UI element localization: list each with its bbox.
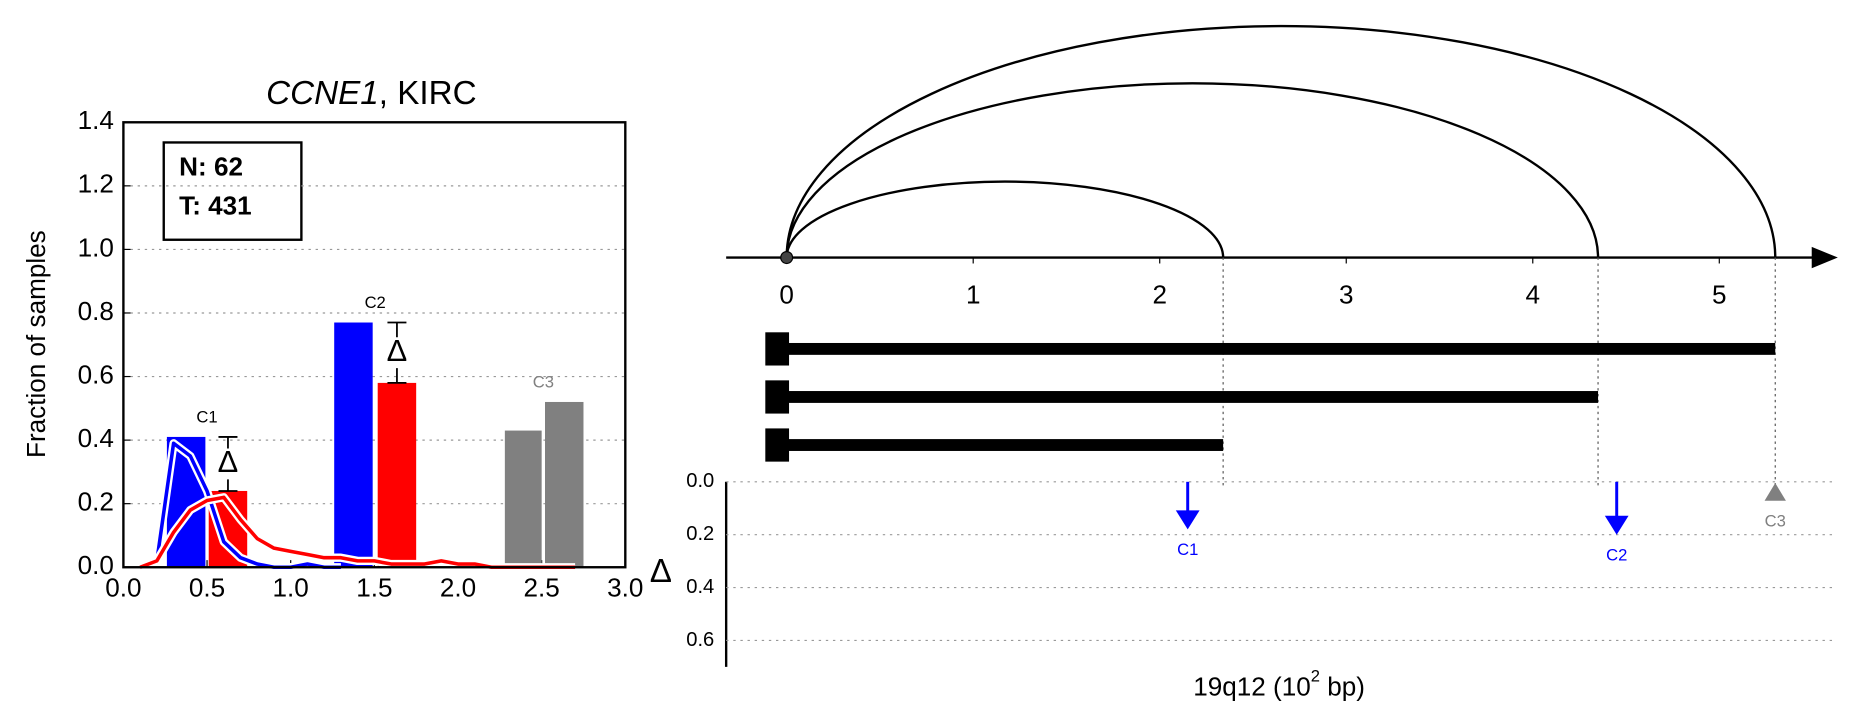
x-tick-label: 2	[1152, 280, 1167, 310]
segment-cap	[765, 380, 790, 414]
arrow-label: C3	[1765, 512, 1786, 531]
x-label-exponent: 2	[1311, 667, 1320, 686]
bar	[377, 382, 417, 568]
y-tick-label: 0.2	[78, 487, 114, 517]
y-tick-label: 1.0	[78, 232, 114, 262]
group-label: C2	[365, 293, 386, 312]
y-tick-label: 0.6	[78, 359, 114, 389]
tumor-count: T: 431	[179, 191, 252, 221]
arrow-label: C2	[1606, 545, 1627, 564]
y-axis-label: Fraction of samples	[21, 230, 51, 458]
arrow-head	[1604, 515, 1629, 535]
arc	[785, 82, 1600, 258]
arc	[785, 180, 1225, 258]
count-box	[162, 141, 303, 241]
group-label: C1	[196, 407, 217, 426]
delta-axis-label: Δ	[650, 553, 672, 590]
x-tick-label: 1.0	[273, 573, 309, 603]
y-tick-label: 0.4	[78, 423, 114, 453]
line	[139, 441, 341, 570]
y-tick-label: 1.4	[78, 105, 114, 135]
delta-error-bar	[218, 436, 238, 492]
x-tick-label: 2.0	[440, 573, 476, 603]
x-tick-label: 0.5	[189, 573, 225, 603]
x-tick-label: 3	[1339, 280, 1354, 310]
y-tick-label: 1.2	[78, 169, 114, 199]
x-tick-label: 5	[1712, 280, 1727, 310]
y-tick-label: 0.2	[686, 523, 714, 545]
y-tick-label: 0.8	[78, 296, 114, 326]
bar	[504, 430, 542, 568]
segment	[783, 439, 1224, 451]
delta-symbol: Δ	[387, 333, 408, 368]
arc	[785, 24, 1777, 258]
segment-cap	[765, 332, 790, 366]
segment	[783, 342, 1776, 355]
normal-count: N: 62	[179, 151, 243, 181]
segment	[783, 391, 1599, 403]
arrow-label: C1	[1177, 540, 1198, 559]
y-tick-label: 0.6	[686, 629, 714, 651]
origin-dot	[780, 251, 794, 265]
delta-error-bar	[387, 321, 407, 384]
x-tick-label: 1.5	[356, 573, 392, 603]
y-tick-label: 0.4	[686, 576, 714, 598]
segment-cap	[765, 428, 790, 462]
x-tick-label: 4	[1526, 280, 1541, 310]
plot-frame	[122, 121, 627, 569]
x-label-end: bp)	[1320, 671, 1365, 701]
arrow-head	[1764, 482, 1786, 501]
x-tick-label: 3.0	[607, 573, 643, 603]
x-axis-label: 19q12 (102 bp)	[1193, 667, 1365, 701]
x-label-start: 19q12 (10	[1193, 671, 1311, 701]
x-tick-label: 0.0	[105, 573, 141, 603]
arrow-head	[1175, 510, 1200, 530]
y-tick-label: 0.0	[686, 470, 714, 492]
bar	[334, 322, 373, 568]
delta-symbol: Δ	[218, 444, 239, 479]
group-label: C3	[533, 372, 554, 391]
title-suffix: , KIRC	[379, 75, 477, 112]
x-tick-label: 0	[779, 280, 794, 310]
chart-title: CCNE1, KIRC	[266, 75, 476, 112]
x-tick-label: 1	[966, 280, 981, 310]
x-tick-label: 2.5	[524, 573, 560, 603]
title-gene: CCNE1	[266, 75, 379, 112]
x-axis-arrow	[1811, 246, 1838, 269]
y-tick-label: 0.0	[78, 550, 114, 580]
bar	[545, 401, 584, 568]
